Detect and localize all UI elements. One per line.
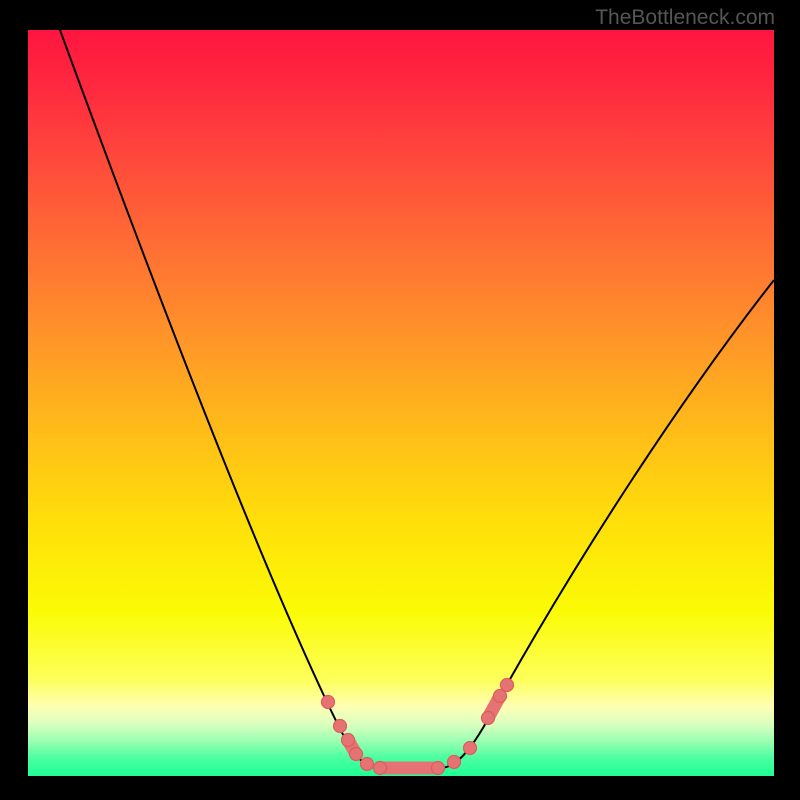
plot-gradient-background <box>28 30 774 776</box>
marker-dot <box>464 742 477 755</box>
credit-text: TheBottleneck.com <box>595 6 775 30</box>
marker-dot <box>501 679 514 692</box>
marker-dot <box>361 758 374 771</box>
marker-dot <box>334 720 347 733</box>
bottleneck-chart <box>0 0 800 800</box>
marker-dot <box>448 756 461 769</box>
marker-dot <box>322 696 335 709</box>
